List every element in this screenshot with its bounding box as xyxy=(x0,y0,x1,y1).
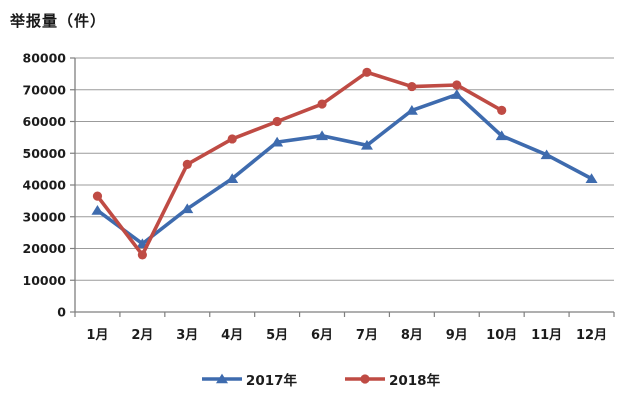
triangle-marker xyxy=(540,149,553,160)
x-tick-label: 1月 xyxy=(86,328,108,343)
triangle-marker xyxy=(226,173,239,183)
x-tick-label: 7月 xyxy=(356,328,378,343)
x-tick-label: 12月 xyxy=(576,328,607,343)
circle-marker xyxy=(317,99,327,109)
triangle-marker xyxy=(91,205,104,215)
x-axis-labels: 1月 2月 3月 4月 5月 6月 7月 8月 9月 10月 11月 12月 xyxy=(86,328,607,343)
legend-item-2017: 2017年 xyxy=(200,369,297,389)
y-tick-label: 50000 xyxy=(23,146,67,161)
y-tick-label: 0 xyxy=(57,305,66,320)
x-tick-label: 10月 xyxy=(486,328,517,343)
triangle-marker xyxy=(405,104,418,115)
circle-marker xyxy=(497,105,507,115)
circle-marker xyxy=(362,67,372,77)
x-tick-label: 9月 xyxy=(446,328,468,343)
legend-label-2017: 2017年 xyxy=(245,373,297,389)
y-tick-label: 60000 xyxy=(23,114,67,129)
legend-item-2018: 2018年 xyxy=(343,369,440,389)
triangle-marker xyxy=(585,173,598,183)
series-line xyxy=(95,70,504,257)
x-tick-label: 11月 xyxy=(531,328,562,343)
y-axis-labels: 0 10000 20000 30000 40000 50000 60000 70000 8000… xyxy=(23,51,67,320)
legend: 2017年 2018年 xyxy=(0,369,640,389)
triangle-marker xyxy=(360,139,373,150)
y-tick-label: 80000 xyxy=(23,51,67,66)
y-tick-label: 70000 xyxy=(23,82,67,97)
x-tick-label: 6月 xyxy=(311,328,333,343)
circle-marker xyxy=(227,134,237,144)
circle-marker xyxy=(272,116,282,127)
circle-marker xyxy=(407,81,417,92)
y-tick-label: 40000 xyxy=(23,178,67,193)
y-tick-label: 20000 xyxy=(23,241,67,256)
circle-marker xyxy=(137,250,147,260)
x-tick-label: 2月 xyxy=(131,328,153,343)
legend-label-2018: 2018年 xyxy=(389,373,441,389)
series-2018年 xyxy=(92,67,507,260)
triangle-marker xyxy=(316,130,329,141)
triangle-marker xyxy=(271,136,284,147)
triangle-marker xyxy=(450,89,463,99)
x-tick-label: 8月 xyxy=(401,328,423,343)
triangle-marker xyxy=(215,373,228,384)
y-tick-label: 30000 xyxy=(23,209,67,224)
circle-marker xyxy=(92,191,103,201)
y-tick-label: 10000 xyxy=(23,273,67,288)
circle-marker xyxy=(182,159,192,169)
gridlines xyxy=(75,57,614,281)
circle-marker xyxy=(452,80,462,90)
legend-2017-line-triangle-icon xyxy=(201,373,242,384)
series-2017年 xyxy=(91,89,598,249)
chart-title: 举报量（件） xyxy=(10,12,107,30)
series-line xyxy=(95,92,594,246)
x-tick-label: 3月 xyxy=(176,328,198,343)
tick-marks xyxy=(70,57,615,317)
triangle-marker xyxy=(181,203,194,214)
triangle-marker xyxy=(495,130,508,141)
circle-marker xyxy=(360,374,370,384)
x-tick-label: 4月 xyxy=(221,328,243,343)
x-tick-label: 5月 xyxy=(266,328,288,343)
legend-2018-line-circle-icon xyxy=(345,374,385,384)
